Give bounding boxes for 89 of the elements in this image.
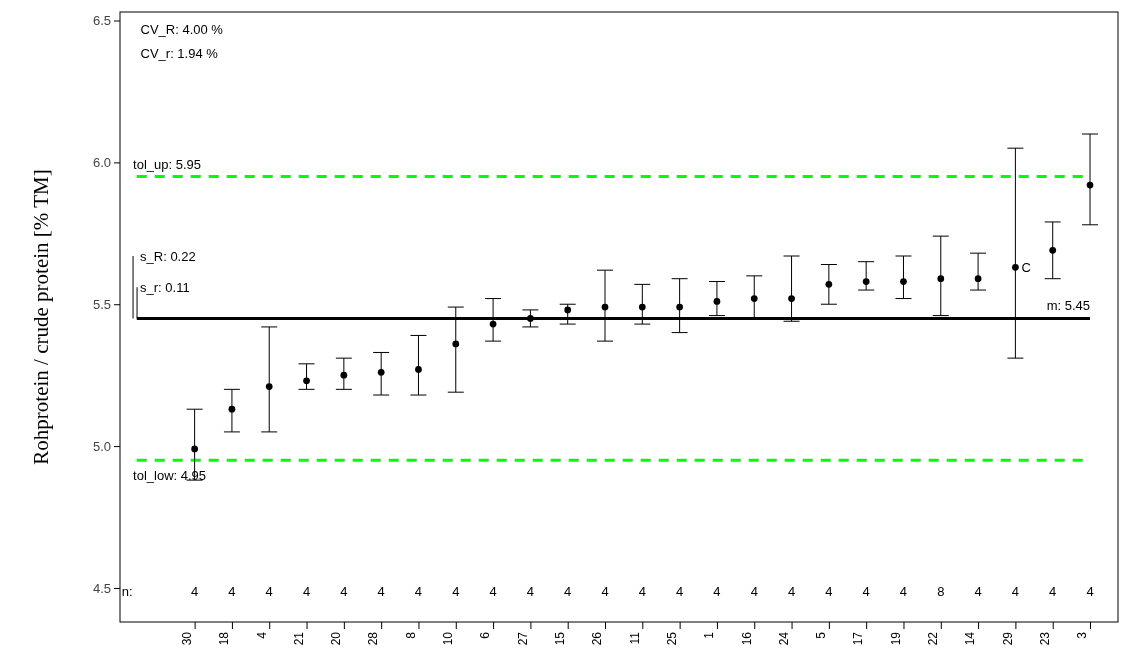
y-axis-title: Rohprotein / crude protein [% TM]	[29, 169, 53, 465]
x-tick-label: 17	[851, 631, 866, 646]
y-tick-label: 5.0	[92, 438, 111, 454]
y-tick-label: 5.5	[92, 296, 111, 312]
x-tick-label: 20	[329, 631, 344, 646]
point	[638, 303, 646, 311]
point	[340, 371, 348, 379]
annotation: 4	[191, 584, 199, 599]
point	[303, 377, 310, 385]
point	[527, 315, 534, 322]
point	[750, 295, 758, 302]
annotation: 4	[377, 584, 385, 599]
annotation: 4	[1086, 584, 1094, 599]
point	[974, 275, 982, 283]
annotation: 4	[676, 584, 684, 599]
x-tick-label: 19	[888, 631, 903, 646]
x-tick-label: 6	[478, 631, 493, 639]
annotation: 4	[862, 584, 870, 599]
annotation: 4	[713, 584, 721, 599]
x-tick-label: 25	[664, 631, 679, 646]
annotation: 8	[937, 584, 945, 599]
x-tick-label: 27	[515, 631, 530, 646]
point	[564, 306, 572, 314]
annotation: 4	[526, 584, 535, 599]
annotation: 4	[489, 584, 497, 599]
point	[1049, 246, 1057, 254]
point	[489, 320, 497, 328]
annotation: CV_r: 1.94 %	[140, 46, 219, 61]
x-tick-label: 3	[1075, 631, 1090, 639]
point	[415, 366, 422, 373]
x-tick-label: 4	[254, 631, 269, 639]
x-tick-label: 29	[1000, 631, 1015, 646]
x-tick-label: 5	[814, 631, 829, 639]
point	[937, 275, 945, 283]
x-tick-label: 30	[179, 631, 194, 646]
ref-line-label: tol_up: 5.95	[133, 156, 202, 172]
annotation: 4	[452, 584, 460, 599]
x-tick-label: 26	[590, 631, 605, 646]
x-tick-label: 11	[627, 631, 642, 645]
x-tick-label: 16	[739, 631, 754, 646]
annotation: 4	[302, 584, 311, 599]
annotation: 4	[564, 584, 572, 599]
point	[713, 298, 721, 305]
annotation: CV_R: 4.00 %	[140, 22, 224, 37]
point	[452, 340, 460, 348]
y-tick-label: 6.0	[92, 155, 111, 171]
annotation: 4	[750, 584, 758, 599]
y-tick-label: 4.5	[92, 580, 111, 596]
annotation: s_R: 0.22	[140, 249, 196, 264]
point	[862, 278, 870, 285]
point	[265, 383, 273, 390]
annotation: 4	[1011, 584, 1020, 599]
annotation: s_r: 0.11	[140, 280, 190, 296]
x-tick-label: 22	[926, 631, 941, 646]
y-tick-label: 6.5	[92, 13, 111, 29]
point	[377, 368, 385, 376]
point	[601, 303, 609, 311]
point	[788, 295, 795, 302]
point	[676, 303, 684, 311]
x-tick-label: 23	[1038, 631, 1053, 646]
text: n:	[121, 584, 133, 599]
x-tick-label: 8	[403, 631, 418, 639]
annotation: 4	[340, 584, 348, 599]
annotation: 4	[265, 584, 273, 599]
x-tick-label: 18	[217, 631, 232, 646]
point	[191, 445, 198, 453]
annotation: C	[1021, 260, 1031, 276]
annotation: 4	[601, 584, 609, 599]
annotation: 4	[1049, 584, 1057, 599]
annotation: 4	[974, 584, 982, 599]
point	[900, 278, 907, 285]
annotation: 4	[825, 584, 833, 599]
x-tick-label: 21	[291, 631, 306, 646]
point	[825, 280, 833, 288]
ref-line-label: m: 5.45	[1046, 298, 1091, 314]
x-tick-label: 15	[553, 631, 567, 646]
x-tick-label: 28	[366, 631, 381, 646]
annotation: 4	[228, 584, 236, 599]
x-tick-label: 1	[702, 631, 717, 639]
annotation: 4	[899, 584, 908, 599]
annotation: 4	[638, 584, 646, 599]
annotation: 4	[787, 584, 796, 599]
x-tick-label: 14	[963, 631, 978, 646]
point	[1086, 181, 1094, 189]
point	[1012, 263, 1019, 271]
x-tick-label: 24	[776, 631, 791, 646]
annotation: 4	[414, 584, 423, 599]
point	[228, 405, 236, 413]
x-tick-label: 10	[441, 631, 456, 646]
